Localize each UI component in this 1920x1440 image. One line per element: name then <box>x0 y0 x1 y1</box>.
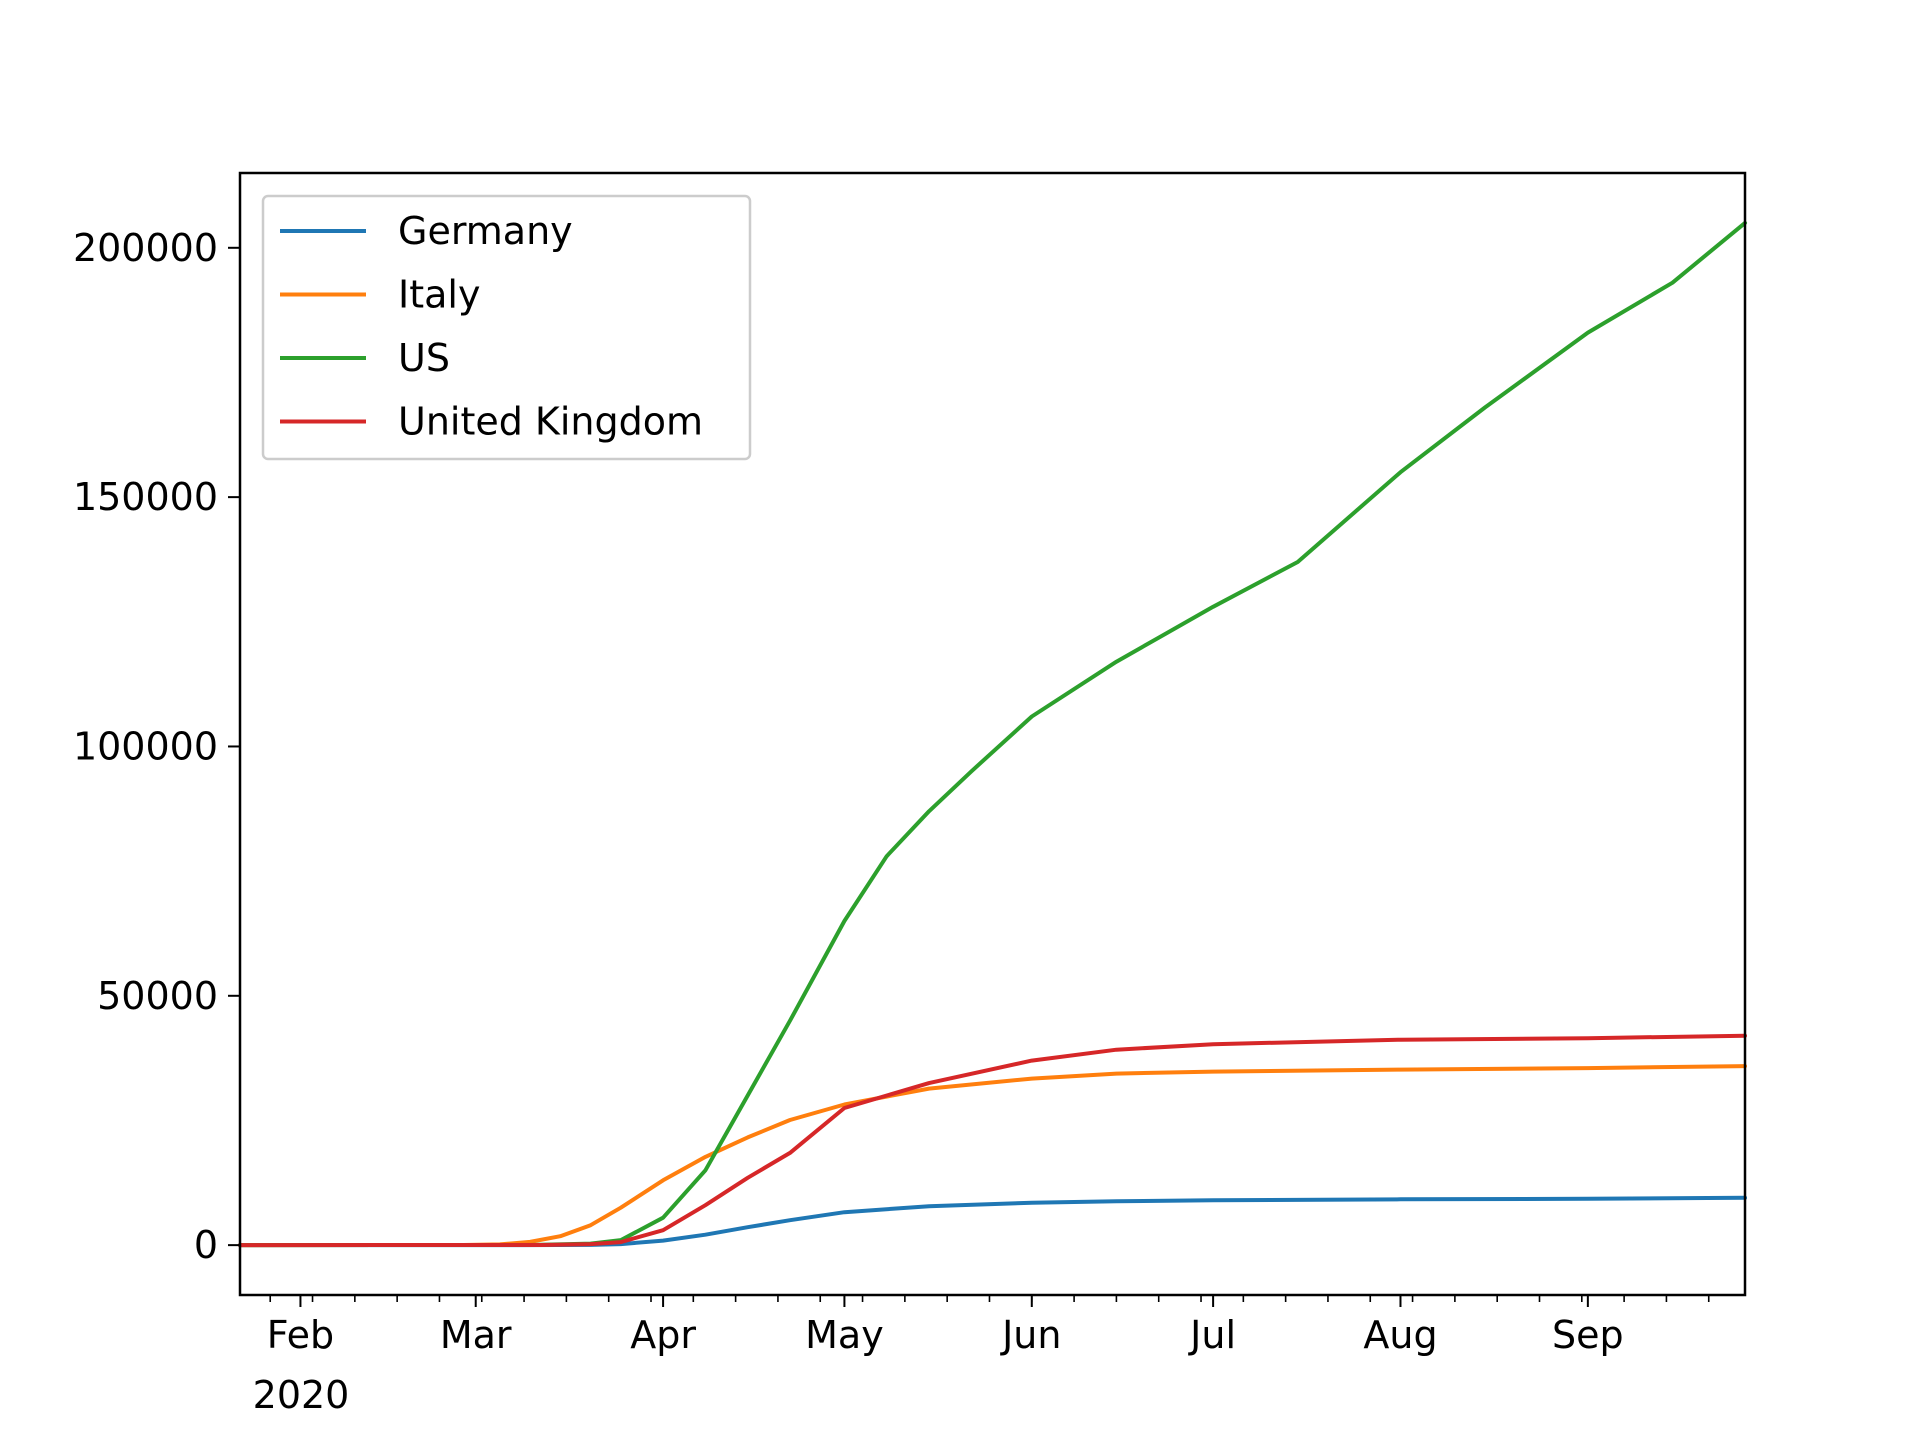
legend-label: Italy <box>398 273 480 317</box>
series-line-us <box>238 220 1747 1248</box>
plot-frame <box>238 171 1747 1297</box>
series-line-italy <box>238 1064 1747 1248</box>
legend-label: US <box>398 336 450 380</box>
y-tick-label: 50000 <box>97 974 218 1018</box>
series-line-united-kingdom <box>238 1033 1747 1248</box>
x-tick-label: May <box>805 1313 884 1357</box>
x-tick-label: Aug <box>1363 1313 1437 1357</box>
x-tick-label: Sep <box>1552 1313 1624 1357</box>
y-tick-label: 0 <box>194 1223 218 1267</box>
x-year-label: 2020 <box>253 1373 350 1417</box>
x-axis: 2020 Feb Mar Apr May Jun Jul Aug Sep <box>253 1295 1710 1417</box>
x-tick-label: Jul <box>1188 1313 1236 1357</box>
legend-label: Germany <box>398 209 573 253</box>
legend: Germany Italy US United Kingdom <box>261 194 752 461</box>
x-tick-label: Feb <box>267 1313 334 1357</box>
y-axis: 0 50000 100000 150000 200000 <box>73 226 240 1267</box>
y-tick-label: 100000 <box>73 724 218 768</box>
y-tick-label: 150000 <box>73 475 218 519</box>
x-tick-label: Jun <box>1000 1313 1061 1357</box>
y-tick-label: 200000 <box>73 226 218 270</box>
legend-box <box>261 194 752 461</box>
x-tick-label: Apr <box>630 1313 696 1357</box>
series-lines <box>238 220 1747 1248</box>
x-tick-label: Mar <box>440 1313 512 1357</box>
legend-label: United Kingdom <box>398 400 703 444</box>
